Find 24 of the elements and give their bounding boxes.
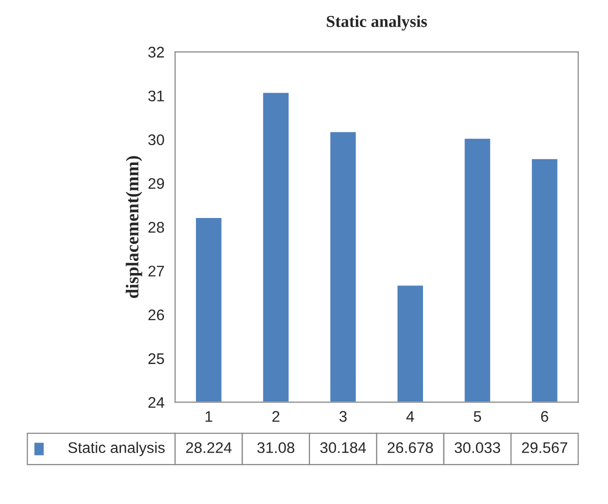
y-tick-label: 28: [148, 222, 164, 233]
data-label: 29.567: [522, 442, 568, 454]
y-tick-label: 30: [148, 134, 164, 146]
y-tick-label: 31: [148, 90, 164, 102]
x-tick-label: 4: [406, 411, 414, 422]
x-tick-label: 1: [206, 411, 212, 422]
y-tick-label: 32: [148, 46, 164, 58]
y-axis-title: displacement(mm): [126, 156, 142, 298]
chart-title: Static analysis: [326, 15, 427, 31]
y-tick-label: 24: [148, 397, 164, 408]
data-label: 30.184: [320, 442, 366, 454]
y-tick-label: 27: [148, 266, 164, 276]
x-tick-label: 3: [339, 411, 347, 422]
data-label: 30.033: [454, 442, 500, 454]
y-tick-label: 25: [148, 353, 164, 364]
y-tick-label: 29: [148, 178, 164, 189]
data-label: 26.678: [388, 442, 433, 454]
legend-label: Static analysis: [68, 442, 165, 456]
data-label: 28.224: [186, 442, 232, 454]
x-tick-label: 5: [474, 411, 482, 422]
x-tick-label: 2: [272, 411, 280, 422]
x-tick-label: 6: [541, 411, 548, 422]
y-tick-label: 26: [148, 309, 164, 320]
data-label: 31.08: [257, 442, 294, 454]
